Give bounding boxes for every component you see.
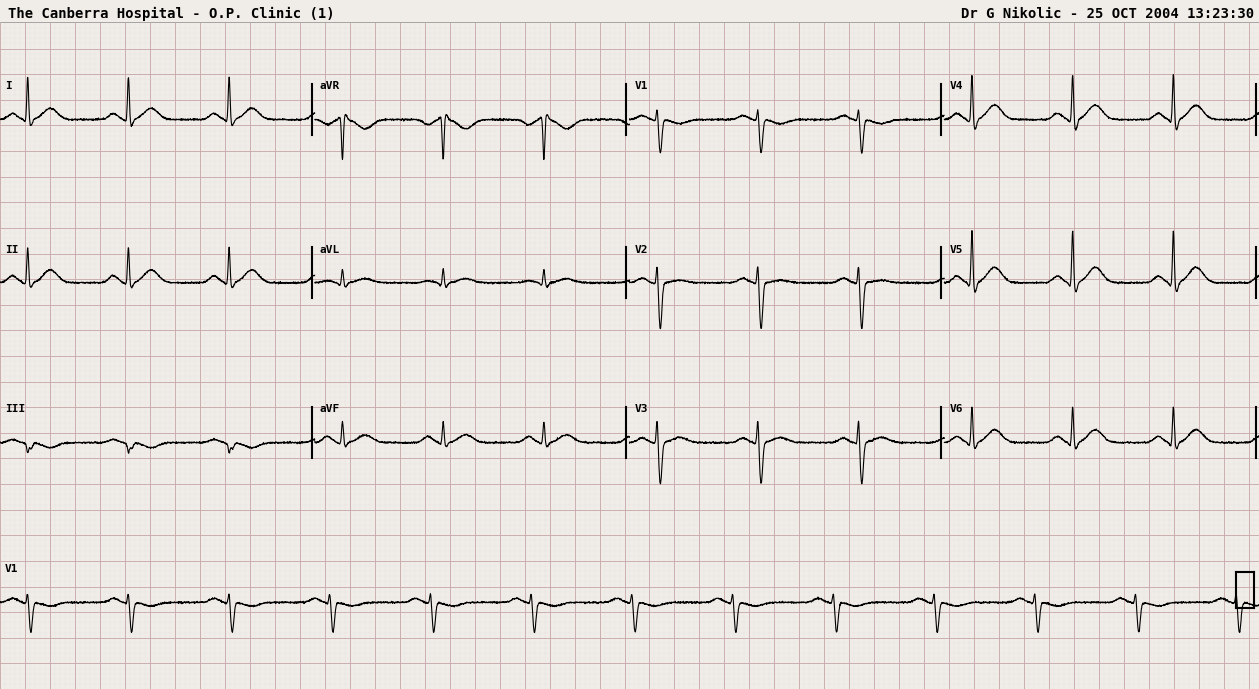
Text: I: I bbox=[5, 81, 11, 92]
Text: V3: V3 bbox=[635, 404, 648, 414]
Text: II: II bbox=[5, 245, 19, 254]
Text: The Canberra Hospital - O.P. Clinic (1): The Canberra Hospital - O.P. Clinic (1) bbox=[8, 7, 335, 21]
Text: Dr G Nikolic - 25 OCT 2004 13:23:30: Dr G Nikolic - 25 OCT 2004 13:23:30 bbox=[961, 7, 1254, 21]
Text: V5: V5 bbox=[949, 245, 963, 254]
Text: V6: V6 bbox=[949, 404, 963, 414]
Text: III: III bbox=[5, 404, 25, 414]
Text: aVL: aVL bbox=[320, 245, 340, 254]
Text: V4: V4 bbox=[949, 81, 963, 92]
Text: V1: V1 bbox=[635, 81, 648, 92]
Text: V1: V1 bbox=[5, 564, 19, 574]
Text: aVF: aVF bbox=[320, 404, 340, 414]
Text: aVR: aVR bbox=[320, 81, 340, 92]
Text: V2: V2 bbox=[635, 245, 648, 254]
